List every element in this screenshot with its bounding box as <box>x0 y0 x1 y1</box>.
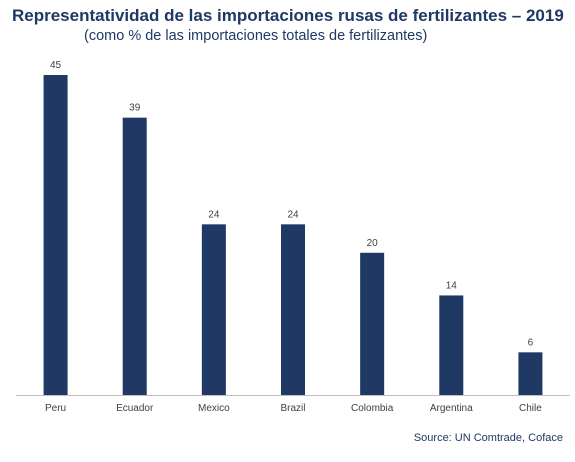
bar-ecuador <box>122 117 147 396</box>
x-tick-label-brazil: Brazil <box>280 403 305 414</box>
x-tick-label-peru: Peru <box>45 403 66 414</box>
data-label-mexico: 24 <box>208 209 220 220</box>
chart-subtitle: (como % de las importaciones totales de … <box>84 28 428 44</box>
data-label-peru: 45 <box>50 60 62 71</box>
bar-chile <box>518 352 543 395</box>
data-label-chile: 6 <box>528 337 534 348</box>
data-label-brazil: 24 <box>287 209 299 220</box>
data-label-ecuador: 39 <box>129 103 141 114</box>
x-tick-label-colombia: Colombia <box>351 403 394 414</box>
x-tick-label-chile: Chile <box>519 403 542 414</box>
source-note: Source: UN Comtrade, Coface <box>413 432 563 444</box>
data-label-colombia: 20 <box>367 238 379 249</box>
chart-title: Representatividad de las importaciones r… <box>12 6 564 25</box>
x-tick-label-mexico: Mexico <box>198 403 230 414</box>
x-tick-label-argentina: Argentina <box>430 403 473 414</box>
bar-brazil <box>281 224 305 395</box>
bar-colombia <box>360 252 385 395</box>
x-tick-label-ecuador: Ecuador <box>116 403 154 414</box>
bar-mexico <box>201 224 226 395</box>
data-label-argentina: 14 <box>446 280 458 291</box>
bar-argentina <box>439 295 464 395</box>
bar-peru <box>43 75 68 395</box>
